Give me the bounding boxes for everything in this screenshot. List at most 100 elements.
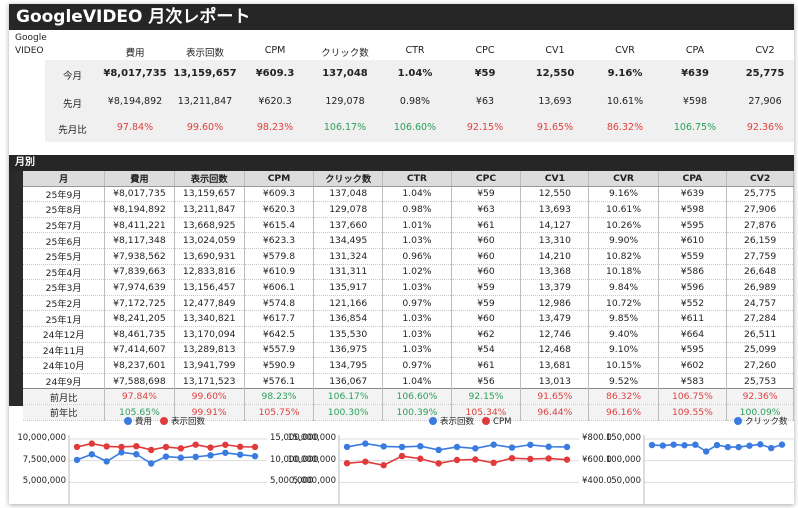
table-cell: ¥611 <box>658 310 728 327</box>
table-cell: 24年12月 <box>23 326 106 343</box>
summary-cell: ¥63 <box>475 96 495 107</box>
table-cell: 10.15% <box>588 357 659 374</box>
comparison-cell: 97.84% <box>104 388 175 405</box>
table-cell: 9.52% <box>588 373 659 390</box>
table-cell: 1.03% <box>382 326 452 343</box>
chart-svg <box>643 435 794 504</box>
table-row: 25年5月 ¥7,938,562 13,690,931 ¥579.8 131,324 0.… <box>23 248 794 265</box>
summary-cell: 1.04% <box>397 68 433 79</box>
table-cell: 13,681 <box>520 357 590 374</box>
table-cell: ¥56 <box>451 373 522 390</box>
table-cell: 27,906 <box>726 201 794 218</box>
table-cell: ¥59 <box>451 279 522 296</box>
data-point <box>133 451 140 458</box>
table-cell: 135,917 <box>313 279 384 296</box>
comparison-cell: 92.15% <box>451 388 522 405</box>
table-cell: 12,746 <box>520 326 590 343</box>
left-tick-label: 5,000,000 <box>22 476 66 487</box>
data-point <box>490 441 497 448</box>
data-point <box>527 455 534 463</box>
comparison-cell: 96.44% <box>520 404 590 421</box>
line-chart-2: 表示回数 CPM 15,000,000 10,000,000 5,000,000 ¥800… <box>279 414 612 504</box>
data-point <box>724 443 732 451</box>
brand-line-1: Google <box>15 33 47 43</box>
monthly-section-title: 月別 <box>9 155 794 171</box>
legend-dot-icon <box>482 417 491 425</box>
table-cell: ¥8,237,601 <box>104 357 175 374</box>
data-point <box>659 442 667 449</box>
chart-legend: 費用 表示回数 <box>124 415 213 427</box>
comparison-cell: 99.91% <box>174 404 245 421</box>
table-cell: ¥7,839,663 <box>104 264 175 281</box>
legend-dot-icon <box>160 417 169 425</box>
data-point <box>545 455 552 462</box>
right-tick-label: ¥600.0 <box>582 454 612 465</box>
table-cell: 121,166 <box>313 295 384 312</box>
table-cell: 13,668,925 <box>174 217 245 234</box>
table-cell: 1.03% <box>382 232 452 249</box>
table-cell: 24年9月 <box>23 373 106 390</box>
table-cell: ¥61 <box>451 357 522 374</box>
data-point <box>118 449 125 456</box>
table-cell: ¥8,241,205 <box>104 310 175 327</box>
summary-cell: 98.23% <box>256 122 294 133</box>
table-cell: 1.02% <box>382 264 452 281</box>
table-cell: 13,289,813 <box>174 342 245 359</box>
data-point <box>88 451 96 458</box>
table-cell: 13,013 <box>520 373 590 390</box>
data-point <box>681 442 688 449</box>
table-row: 24年12月 ¥8,461,735 13,170,094 ¥642.5 135,530 1… <box>23 326 794 343</box>
data-point <box>417 442 424 450</box>
comparison-cell: 99.60% <box>174 388 245 405</box>
data-point <box>222 449 229 456</box>
table-row: 24年9月 ¥7,588,698 13,171,523 ¥576.1 136,067 1.… <box>23 373 794 390</box>
data-point <box>398 443 406 451</box>
comparison-cell: 100.39% <box>382 404 452 421</box>
legend-item: クリック数 <box>734 417 788 427</box>
table-cell: ¥8,194,892 <box>104 201 175 218</box>
table-cell: 12,477,849 <box>174 295 245 312</box>
table-cell: 129,078 <box>313 201 384 218</box>
table-cell: 1.03% <box>382 279 452 296</box>
table-cell: 25年2月 <box>23 295 106 312</box>
table-cell: 1.04% <box>382 373 452 390</box>
comparison-cell: 106.17% <box>313 388 384 405</box>
summary-header-5: CPC <box>475 45 495 56</box>
left-tick-label: 10,000,000 <box>287 454 336 465</box>
table-row: 24年10月 ¥8,237,601 13,941,799 ¥590.9 134,795 0… <box>23 357 794 374</box>
data-point <box>343 443 351 451</box>
summary-cell: 137,048 <box>322 68 368 79</box>
summary-header-9: CV2 <box>755 45 775 56</box>
table-cell: 137,660 <box>313 217 384 234</box>
monthly-side-strip <box>9 171 23 406</box>
table-cell: 12,468 <box>520 342 590 359</box>
table-cell: 10.18% <box>588 264 659 281</box>
table-cell: 136,854 <box>313 310 384 327</box>
table-cell: ¥610.9 <box>244 264 315 281</box>
table-cell: 14,210 <box>520 248 590 265</box>
data-point <box>362 440 369 447</box>
table-cell: ¥586 <box>658 264 728 281</box>
data-point <box>702 448 710 455</box>
table-row: 25年7月 ¥8,411,221 13,668,925 ¥615.4 137,660 1.… <box>23 217 794 234</box>
table-cell: 25年7月 <box>23 217 106 234</box>
table-row: 25年8月 ¥8,194,892 13,211,847 ¥620.3 129,078 0.… <box>23 201 794 218</box>
column-header: 月 <box>23 171 106 187</box>
legend-label: クリック数 <box>745 417 788 427</box>
summary-cell: 12,550 <box>535 68 575 79</box>
summary-cell: ¥620.3 <box>258 96 292 107</box>
table-cell: 12,550 <box>520 186 590 203</box>
summary-cell: 9.16% <box>607 68 643 79</box>
table-cell: ¥559 <box>658 248 728 265</box>
data-point <box>147 460 155 467</box>
table-cell: ¥8,411,221 <box>104 217 175 234</box>
table-cell: ¥579.8 <box>244 248 315 265</box>
table-cell: ¥7,414,607 <box>104 342 175 359</box>
data-point <box>692 441 699 448</box>
comparison-row: 前年比 105.65% 99.91% 105.75% 100.30% 100.39% 105… <box>23 404 794 421</box>
table-cell: 25,753 <box>726 373 794 390</box>
data-point <box>435 460 442 467</box>
table-cell: 24年10月 <box>23 357 106 374</box>
data-point <box>133 442 140 450</box>
table-cell: 10.72% <box>588 295 659 312</box>
